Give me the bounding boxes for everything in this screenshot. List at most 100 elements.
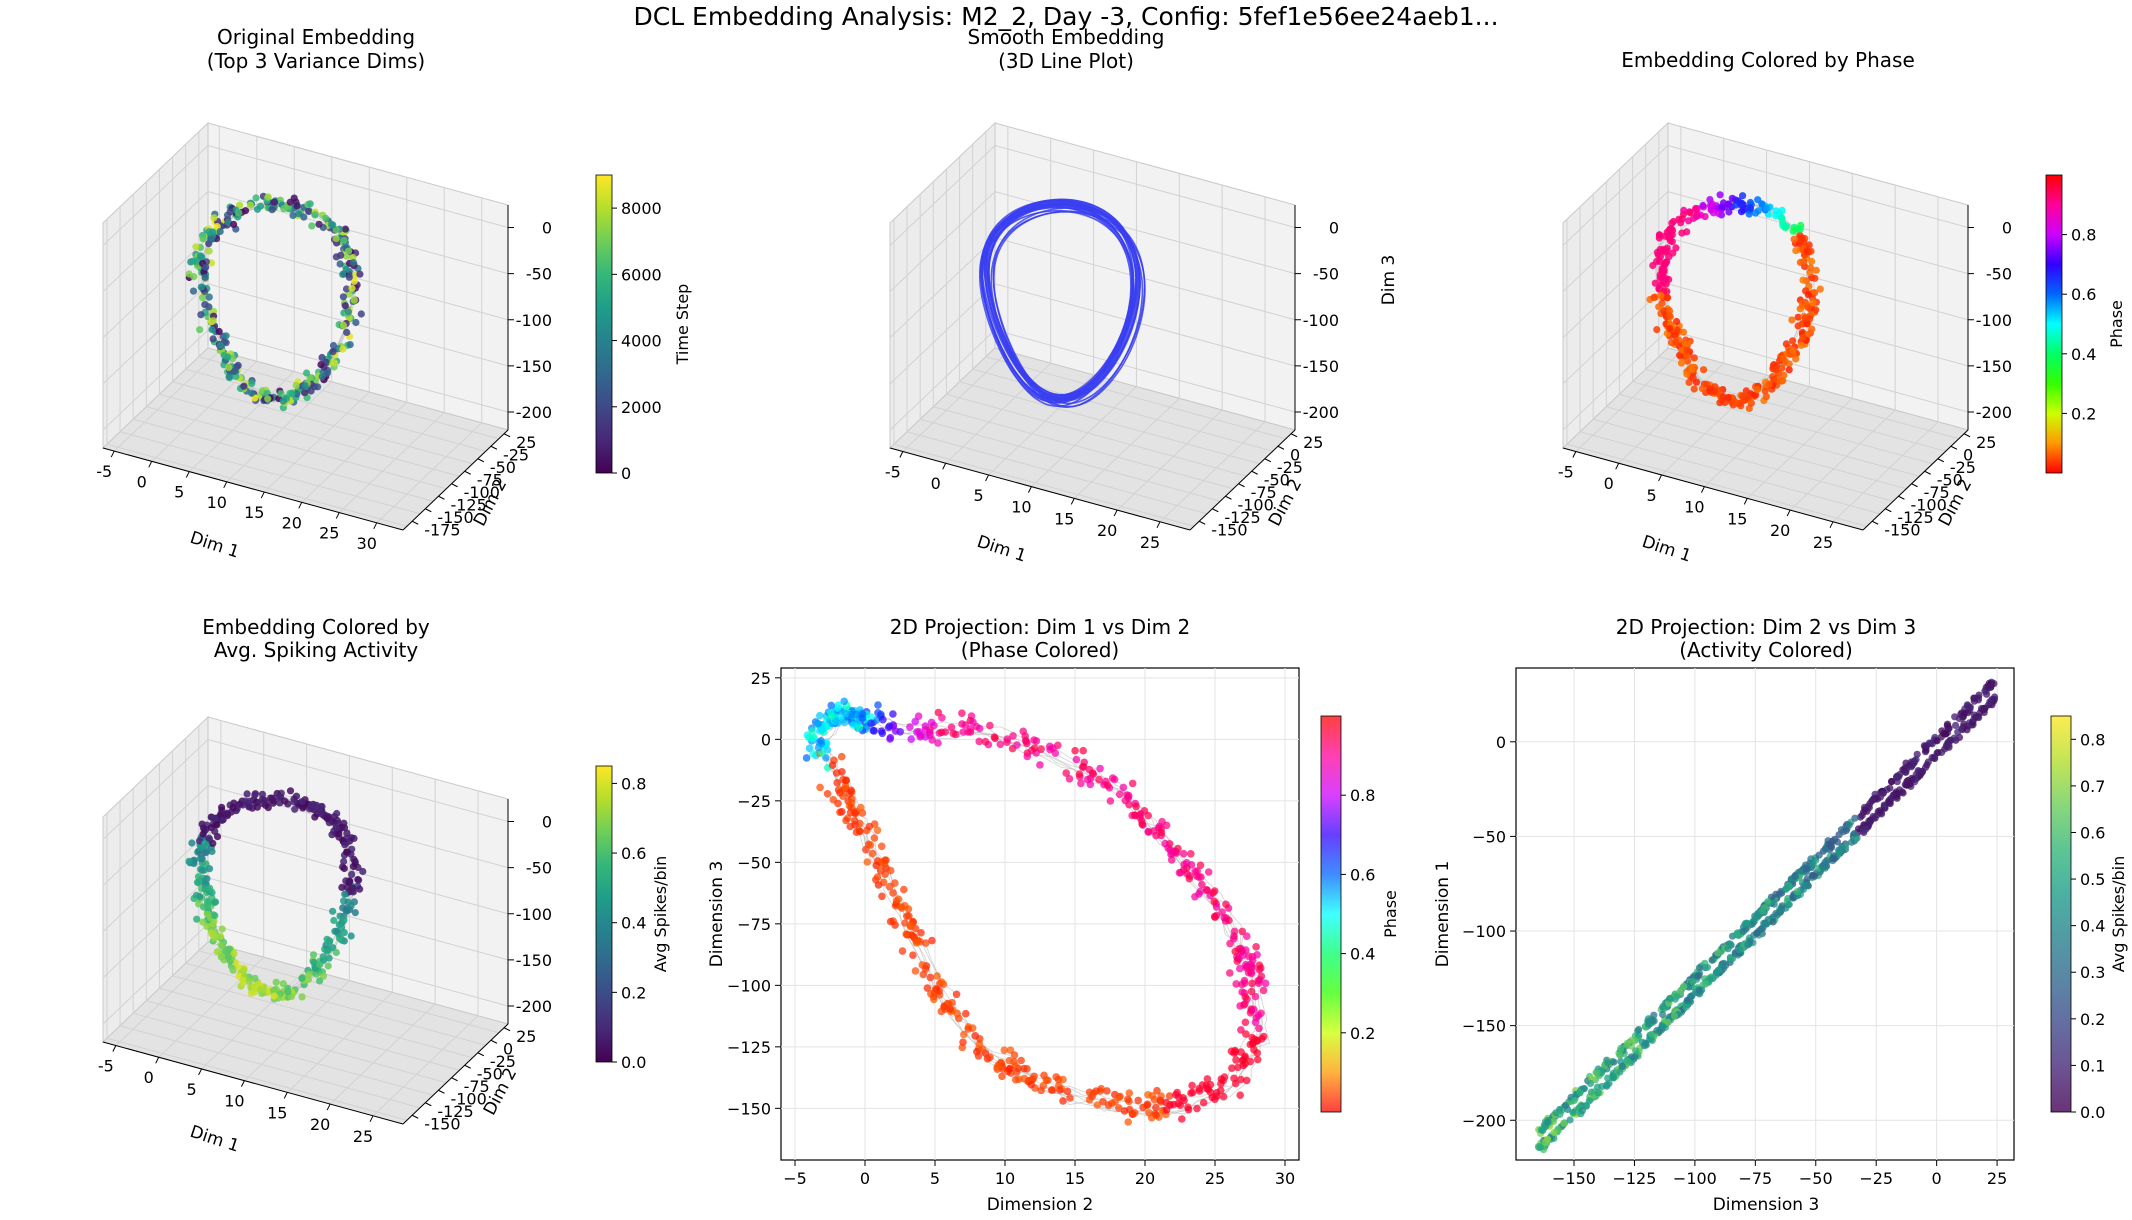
p4-point: [341, 890, 349, 898]
p4-ztick-label: -200: [516, 997, 552, 1016]
p4-point: [324, 962, 332, 970]
p5-point: [911, 717, 919, 726]
p5-point: [894, 895, 903, 903]
p5-point: [1156, 1096, 1164, 1105]
p4-xtick-mark: [326, 1103, 331, 1111]
p4-ytick-mark: [477, 1052, 485, 1057]
p1-point: [234, 361, 242, 369]
p2-grid-z: [889, 329, 996, 431]
p1-point: [307, 387, 315, 395]
p2-grid-x: [902, 351, 1009, 452]
p4-grid-z: [102, 785, 209, 886]
p5-point: [1242, 946, 1250, 954]
p5-point: [1000, 1046, 1009, 1054]
p3-point: [1782, 222, 1791, 230]
p3-point: [1650, 293, 1658, 302]
p6-point: [1635, 1026, 1643, 1034]
p5-point: [1120, 1107, 1129, 1115]
p2-grid-z: [994, 329, 1296, 413]
p5-point: [969, 718, 977, 726]
p6-point: [1847, 838, 1856, 846]
p1-point: [205, 247, 213, 255]
p6-point: [1744, 941, 1752, 949]
p1-cbar-tick-label: 6000: [621, 265, 662, 284]
p4-point: [349, 862, 357, 871]
p1-ytick-label: -25: [503, 445, 529, 464]
p1-point: [286, 198, 294, 206]
p1-point: [348, 284, 356, 292]
p1-grid-z: [102, 237, 209, 339]
p3-point: [1716, 191, 1724, 199]
p4-point: [272, 978, 280, 986]
p6-point: [1842, 826, 1850, 835]
p5-point: [1147, 1114, 1156, 1122]
p1-point: [248, 389, 256, 397]
p4-grid-x: [244, 980, 350, 1082]
p1-point: [253, 205, 262, 213]
p5-point: [805, 744, 814, 753]
panel-4-3d-box: [102, 715, 509, 1125]
p5-point: [1037, 1086, 1045, 1095]
panel-4-title-line2: Avg. Spiking Activity: [214, 638, 419, 662]
p3-point: [1656, 274, 1664, 282]
p6-point: [1893, 794, 1901, 802]
p4-point: [354, 875, 362, 884]
p1-grid-z: [207, 145, 509, 228]
p6-point: [1865, 804, 1873, 812]
p4-point: [348, 870, 356, 879]
panel-1-colorbar-label: Time Step: [673, 284, 692, 366]
p6-point: [1689, 977, 1697, 986]
p4-xtick-label: 15: [267, 1103, 287, 1122]
p6-point: [1736, 946, 1744, 954]
p4-point: [298, 974, 306, 983]
panel-4-colorbar-ticks: 0.0 0.2 0.4 0.6 0.8: [612, 774, 646, 1072]
p4-point: [188, 839, 196, 847]
p2-grid-y: [893, 443, 1195, 527]
p4-point: [217, 941, 225, 949]
p4-point: [335, 830, 343, 838]
p4-point: [245, 797, 253, 805]
p4-grid-y: [172, 975, 473, 1059]
p2-ztick-label: -100: [1303, 311, 1339, 330]
p5-point: [1188, 1081, 1196, 1090]
p5-point: [849, 721, 858, 729]
p4-point: [343, 883, 351, 891]
p5-point: [1085, 765, 1094, 774]
p2-ytick-label: 0: [1290, 445, 1300, 464]
p5-point: [1049, 744, 1057, 752]
p1-point: [341, 302, 349, 310]
panel-2-xlabel: Dim 1: [974, 532, 1028, 567]
panel-3-colorbar: [2045, 174, 2063, 474]
p2-grid-z: [889, 283, 996, 385]
p6-point: [1752, 913, 1760, 921]
p5-point: [814, 743, 823, 752]
p6-ytick-label: −150: [1462, 1017, 1506, 1036]
p5-point: [866, 841, 875, 849]
p2-ytick-mark: [1290, 433, 1298, 438]
p4-grid-y: [198, 950, 499, 1034]
panel-3-title: Embedding Colored by Phase: [1621, 48, 1915, 72]
p5-point: [1248, 979, 1256, 988]
p1-ytick-label: -125: [450, 495, 486, 514]
p4-point: [205, 865, 214, 873]
p5-point: [1196, 861, 1205, 870]
p6-point: [1664, 1018, 1672, 1026]
p5-point: [928, 936, 936, 945]
p1-grid-y: [185, 368, 486, 452]
p4-point: [340, 916, 348, 924]
p5-point: [912, 939, 921, 947]
p4-grid-z: [207, 831, 509, 915]
p4-point: [343, 848, 351, 856]
p6-point: [1757, 925, 1766, 933]
p4-point: [211, 912, 219, 920]
p5-point: [1093, 1101, 1102, 1109]
p5-point: [865, 822, 874, 831]
p4-point: [206, 884, 214, 892]
p1-point: [225, 373, 233, 381]
p3-point: [1792, 247, 1800, 255]
p4-point: [201, 840, 209, 848]
p3-point: [1804, 303, 1812, 311]
p1-xtick-mark: [260, 491, 265, 499]
p1-grid-x: [376, 422, 483, 524]
p4-grid-x: [115, 945, 222, 1046]
